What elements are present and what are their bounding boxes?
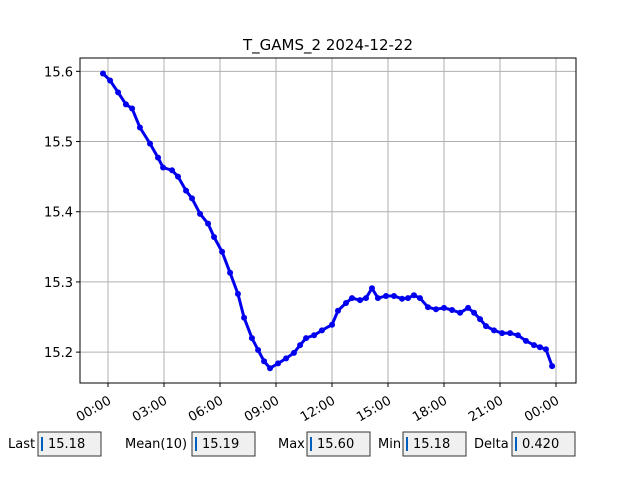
x-tick-label: 18:00 bbox=[410, 393, 450, 425]
data-point bbox=[471, 309, 478, 316]
data-point bbox=[530, 342, 537, 349]
plot-frame bbox=[79, 57, 577, 384]
data-point bbox=[189, 195, 196, 202]
data-point bbox=[261, 358, 268, 365]
y-tick-label: 15.2 bbox=[44, 346, 73, 361]
data-point bbox=[241, 314, 248, 321]
data-point bbox=[390, 292, 397, 299]
data-point bbox=[205, 220, 212, 227]
data-point bbox=[441, 304, 448, 311]
data-point bbox=[368, 285, 375, 292]
stat-field bbox=[511, 431, 576, 457]
data-point bbox=[115, 89, 122, 96]
data-point bbox=[514, 332, 521, 339]
data-point bbox=[290, 349, 297, 356]
stat-value: 15.18 bbox=[48, 437, 85, 452]
data-point bbox=[457, 309, 464, 316]
x-tick-label: 00:00 bbox=[74, 393, 114, 425]
y-tick-label: 15.5 bbox=[44, 136, 73, 151]
data-point bbox=[449, 306, 456, 313]
data-point bbox=[234, 290, 241, 297]
data-point bbox=[175, 173, 182, 180]
data-point bbox=[357, 297, 364, 304]
data-point bbox=[483, 323, 490, 330]
data-point bbox=[219, 248, 226, 255]
data-point bbox=[107, 77, 114, 84]
x-tick-label: 03:00 bbox=[130, 393, 170, 425]
x-tick-label: 09:00 bbox=[242, 393, 282, 425]
stat-value: 0.420 bbox=[522, 437, 559, 452]
stat-label: Delta bbox=[474, 437, 509, 452]
data-point bbox=[147, 140, 154, 147]
y-tick-label: 15.4 bbox=[44, 206, 73, 221]
x-tick-label: 00:00 bbox=[522, 393, 562, 425]
stat-value: 15.18 bbox=[413, 437, 450, 452]
data-point bbox=[211, 233, 218, 240]
data-point bbox=[155, 154, 162, 161]
data-point bbox=[410, 292, 417, 299]
stat-field bbox=[191, 431, 256, 457]
stat-field bbox=[306, 431, 371, 457]
data-point bbox=[303, 335, 310, 342]
data-point bbox=[227, 269, 234, 276]
data-point bbox=[122, 101, 129, 108]
data-point bbox=[136, 124, 143, 131]
data-point bbox=[329, 321, 336, 328]
data-point bbox=[169, 167, 176, 174]
data-point bbox=[424, 304, 431, 311]
data-point bbox=[99, 70, 106, 77]
data-point bbox=[283, 355, 290, 362]
data-point bbox=[311, 332, 318, 339]
data-point bbox=[404, 295, 411, 302]
stat-label: Last bbox=[8, 437, 35, 452]
data-point bbox=[507, 330, 514, 337]
stat-field bbox=[402, 431, 467, 457]
data-point bbox=[297, 342, 304, 349]
stat-value: 15.19 bbox=[202, 437, 239, 452]
data-point bbox=[129, 105, 136, 112]
stat-label: Min bbox=[378, 437, 401, 452]
data-point bbox=[549, 363, 556, 370]
data-point bbox=[348, 295, 355, 302]
chart-title: T_GAMS_2 2024-12-22 bbox=[242, 36, 413, 55]
stat-value: 15.60 bbox=[317, 437, 354, 452]
data-point bbox=[362, 295, 369, 302]
data-point bbox=[491, 327, 498, 334]
data-point bbox=[522, 337, 529, 344]
stat-label: Mean(10) bbox=[125, 437, 187, 452]
data-point bbox=[255, 347, 262, 354]
data-point bbox=[334, 307, 341, 314]
data-point bbox=[197, 210, 204, 217]
data-point bbox=[536, 344, 543, 351]
data-point bbox=[267, 365, 274, 372]
x-tick-label: 21:00 bbox=[466, 393, 506, 425]
x-tick-label: 12:00 bbox=[298, 393, 338, 425]
data-point bbox=[275, 360, 282, 367]
data-point bbox=[416, 295, 423, 302]
stat-field bbox=[37, 431, 102, 457]
data-point bbox=[248, 335, 255, 342]
stat-label: Max bbox=[278, 437, 305, 452]
data-point bbox=[465, 304, 472, 311]
data-point bbox=[477, 316, 484, 323]
data-point bbox=[499, 330, 506, 337]
data-point bbox=[183, 187, 190, 194]
y-tick-label: 15.3 bbox=[44, 276, 73, 291]
data-point bbox=[318, 327, 325, 334]
data-point bbox=[542, 346, 549, 353]
data-point bbox=[343, 299, 350, 306]
x-tick-label: 15:00 bbox=[354, 393, 394, 425]
data-point bbox=[160, 164, 167, 171]
data-point bbox=[432, 306, 439, 313]
data-point bbox=[399, 295, 406, 302]
data-point bbox=[374, 295, 381, 302]
x-tick-label: 06:00 bbox=[186, 393, 226, 425]
y-tick-label: 15.6 bbox=[44, 65, 73, 80]
data-point bbox=[382, 292, 389, 299]
